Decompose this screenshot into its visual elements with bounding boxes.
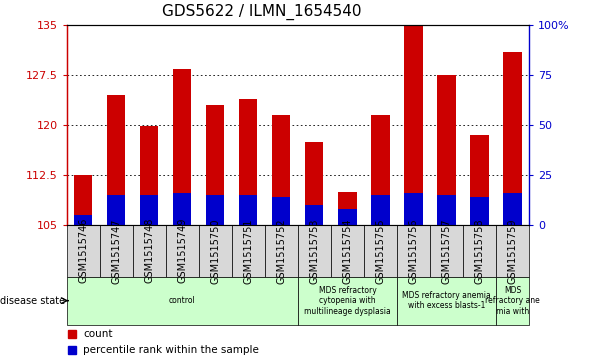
Bar	[338, 209, 356, 225]
Bar	[471, 197, 488, 225]
Bar	[371, 115, 390, 225]
Bar	[503, 52, 522, 225]
FancyBboxPatch shape	[331, 225, 364, 277]
Text: GSM1515757: GSM1515757	[441, 218, 452, 284]
FancyBboxPatch shape	[133, 225, 166, 277]
Text: MDS refractory
cytopenia with
multilineage dysplasia: MDS refractory cytopenia with multilinea…	[304, 286, 391, 315]
FancyBboxPatch shape	[67, 225, 100, 277]
Bar	[206, 195, 224, 225]
Bar	[206, 105, 224, 225]
Bar	[272, 197, 291, 225]
Bar	[140, 195, 159, 225]
Bar	[272, 115, 291, 225]
FancyBboxPatch shape	[298, 277, 397, 325]
Text: GSM1515755: GSM1515755	[375, 218, 385, 284]
FancyBboxPatch shape	[496, 277, 529, 325]
FancyBboxPatch shape	[463, 225, 496, 277]
FancyBboxPatch shape	[166, 225, 199, 277]
Bar	[107, 195, 125, 225]
Text: GSM1515749: GSM1515749	[178, 218, 187, 284]
FancyBboxPatch shape	[397, 225, 430, 277]
FancyBboxPatch shape	[364, 225, 397, 277]
Text: control: control	[169, 296, 196, 305]
Bar	[140, 126, 159, 225]
Bar	[437, 75, 455, 225]
FancyBboxPatch shape	[100, 225, 133, 277]
FancyBboxPatch shape	[199, 225, 232, 277]
FancyBboxPatch shape	[232, 225, 265, 277]
Text: GSM1515752: GSM1515752	[277, 218, 286, 284]
Bar	[305, 142, 323, 225]
Text: GSM1515747: GSM1515747	[111, 218, 122, 284]
Bar	[173, 193, 192, 225]
FancyBboxPatch shape	[496, 225, 529, 277]
Text: GSM1515754: GSM1515754	[342, 218, 353, 284]
Bar	[305, 205, 323, 225]
Bar	[240, 98, 257, 225]
FancyBboxPatch shape	[430, 225, 463, 277]
Text: GSM1515759: GSM1515759	[508, 218, 517, 284]
Bar	[503, 193, 522, 225]
Bar	[404, 193, 423, 225]
Text: GSM1515753: GSM1515753	[309, 218, 319, 284]
Bar	[107, 95, 125, 225]
Bar	[74, 175, 92, 225]
Text: GSM1515746: GSM1515746	[78, 218, 88, 284]
FancyBboxPatch shape	[397, 277, 496, 325]
FancyBboxPatch shape	[298, 225, 331, 277]
Text: MDS
refractory ane
mia with: MDS refractory ane mia with	[485, 286, 540, 315]
Text: GSM1515750: GSM1515750	[210, 218, 221, 284]
Bar	[240, 195, 257, 225]
FancyBboxPatch shape	[67, 277, 298, 325]
Text: GSM1515756: GSM1515756	[409, 218, 418, 284]
Text: GSM1515748: GSM1515748	[144, 218, 154, 284]
Bar	[437, 195, 455, 225]
Text: GDS5622 / ILMN_1654540: GDS5622 / ILMN_1654540	[162, 4, 361, 20]
Bar	[404, 25, 423, 225]
Bar	[173, 69, 192, 225]
Text: MDS refractory anemia
with excess blasts-1: MDS refractory anemia with excess blasts…	[402, 291, 491, 310]
Text: GSM1515758: GSM1515758	[474, 218, 485, 284]
Text: GSM1515751: GSM1515751	[243, 218, 254, 284]
Text: count: count	[83, 329, 112, 339]
Bar	[371, 195, 390, 225]
Text: percentile rank within the sample: percentile rank within the sample	[83, 344, 259, 355]
Bar	[74, 215, 92, 225]
FancyBboxPatch shape	[265, 225, 298, 277]
Text: disease state: disease state	[0, 295, 65, 306]
Bar	[471, 135, 488, 225]
Bar	[338, 192, 356, 225]
